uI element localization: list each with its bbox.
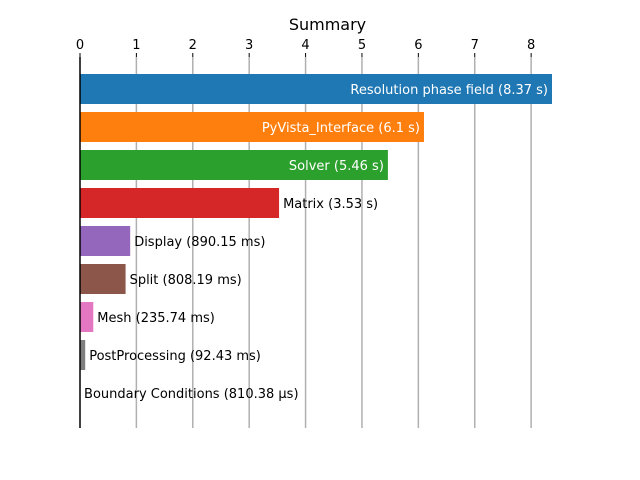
x-axis-ticks: 0 1 2 3 4 5 6 7 8 — [76, 38, 535, 57]
x-tick-label: 0 — [76, 38, 84, 53]
bar-label: Mesh (235.74 ms) — [97, 311, 215, 326]
bar-label: PostProcessing (92.43 ms) — [89, 349, 261, 364]
bar — [80, 150, 388, 180]
x-tick-label: 6 — [414, 38, 422, 53]
bar — [80, 226, 131, 256]
x-tick-label: 3 — [245, 38, 253, 53]
x-tick-label: 4 — [301, 38, 309, 53]
bar — [80, 188, 280, 218]
x-tick-label: 5 — [358, 38, 366, 53]
bar-label: Matrix (3.53 s) — [283, 197, 378, 212]
bars: Resolution phase field (8.37 s) PyVista_I… — [80, 74, 552, 408]
bar-label: Split (808.19 ms) — [130, 273, 242, 288]
bar — [80, 302, 94, 332]
bar-label: Solver (5.46 s) — [289, 159, 384, 174]
bar-label: PyVista_Interface (6.1 s) — [262, 121, 420, 136]
bar — [80, 264, 126, 294]
bar — [80, 74, 552, 104]
bar-label: Boundary Conditions (810.38 µs) — [84, 387, 299, 402]
x-tick-label: 1 — [132, 38, 140, 53]
x-tick-label: 2 — [189, 38, 197, 53]
bar — [80, 340, 86, 370]
chart-title: Summary — [289, 15, 366, 34]
x-tick-label: 7 — [471, 38, 479, 53]
x-tick-label: 8 — [527, 38, 535, 53]
bar-label: Display (890.15 ms) — [134, 235, 265, 250]
bar — [80, 112, 424, 142]
bar-label: Resolution phase field (8.37 s) — [350, 83, 548, 98]
